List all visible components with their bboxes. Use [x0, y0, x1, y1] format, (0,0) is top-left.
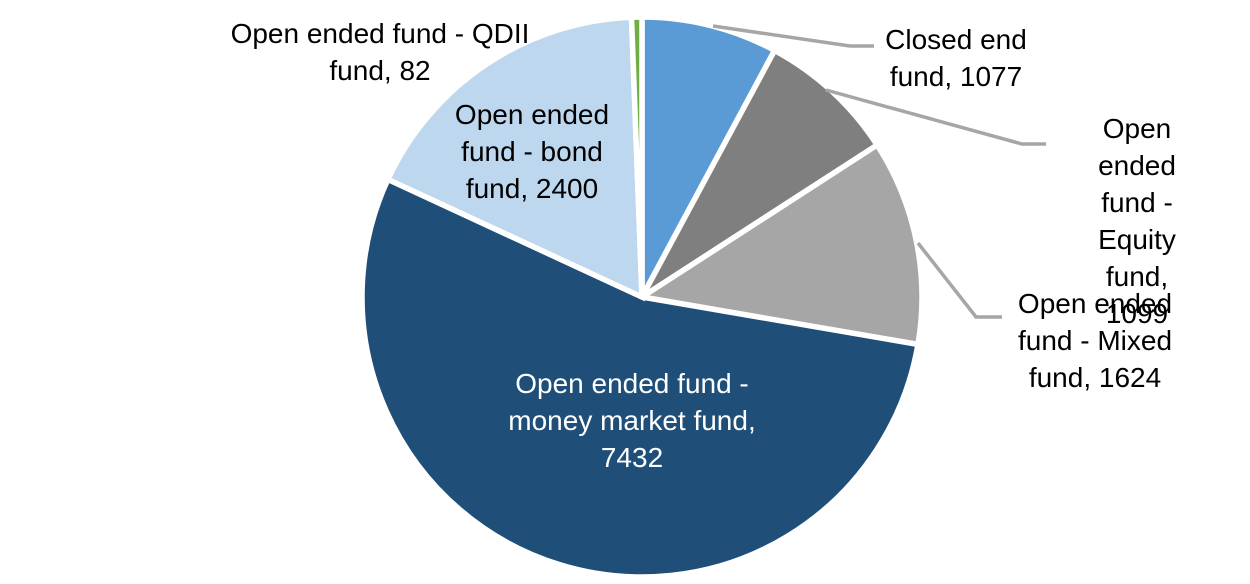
- pie-label-closed-end-fund: Closed end fund, 1077: [885, 24, 1027, 92]
- pie-label-open-ended-bond-fund: Open ended fund - bond fund, 2400: [454, 99, 610, 204]
- leader-line-closed-end-fund: [712, 24, 874, 48]
- pie-label-open-ended-money-market-fund: Open ended fund - money market fund, 743…: [508, 368, 756, 473]
- pie-slice-open-ended-mixed-fund: [634, 141, 925, 348]
- leader-line-open-ended-mixed-fund: [916, 241, 1002, 319]
- pie-label-open-ended-mixed-fund: Open ended fund - Mixed fund, 1624: [1017, 288, 1173, 393]
- pie-slice-closed-end-fund: [639, 14, 779, 299]
- pie-label-open-ended-qdii-fund: Open ended fund - QDII fund, 82: [230, 18, 530, 86]
- leader-line-open-ended-equity-fund: [825, 88, 1046, 146]
- pie-slice-open-ended-qdii-fund: [628, 14, 645, 298]
- pie-label-open-ended-equity-fund: Open ended fund - Equity fund, 1099: [1098, 113, 1176, 329]
- pie-slice-open-ended-bond-fund: [384, 14, 645, 302]
- pie-slice-open-ended-money-market-fund: [359, 175, 922, 580]
